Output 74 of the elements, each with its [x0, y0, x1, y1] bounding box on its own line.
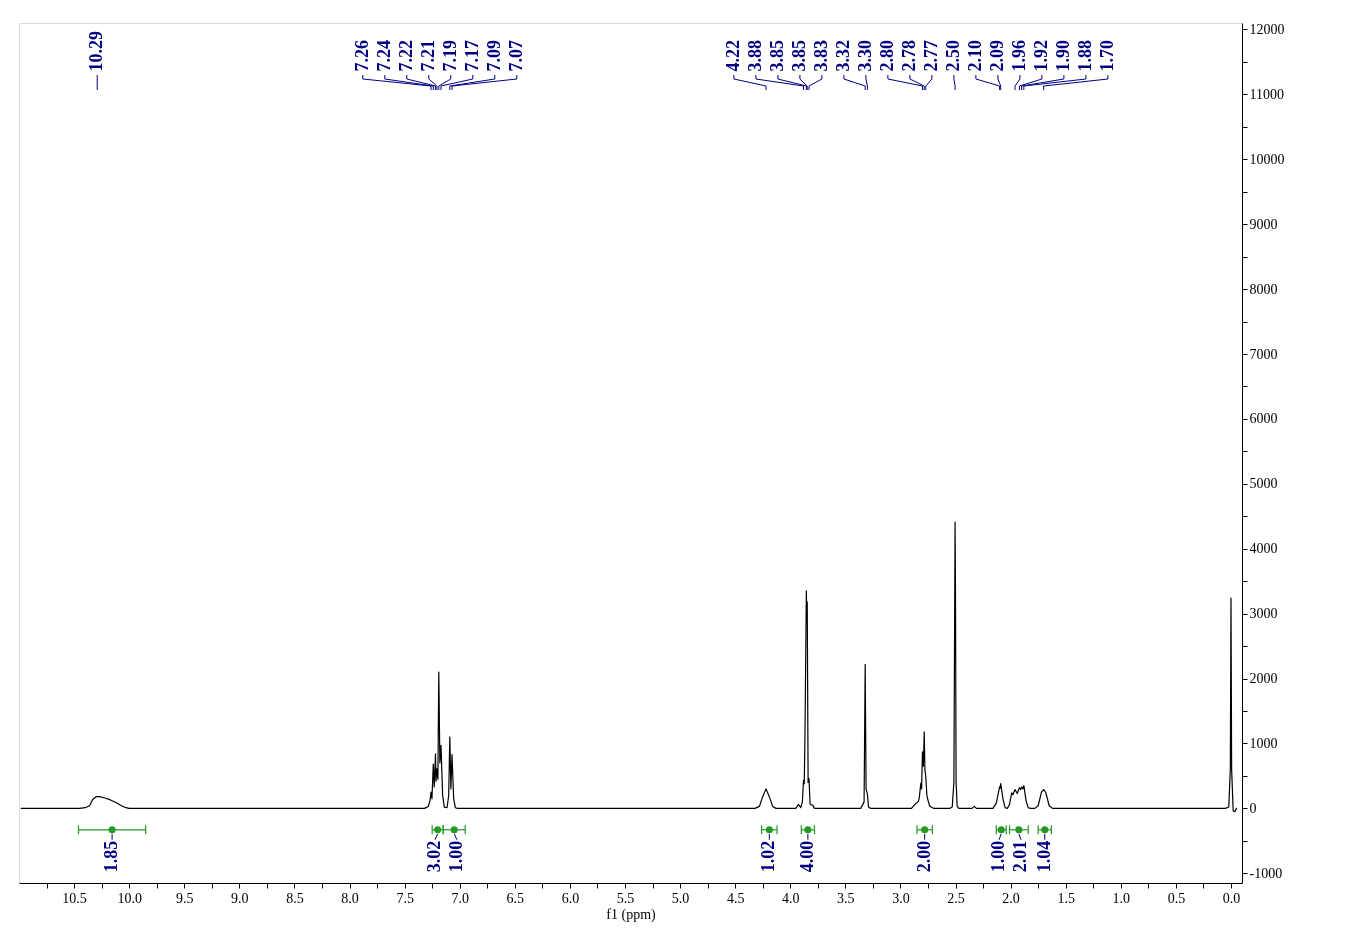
y-tick-label: 3000 — [1249, 606, 1278, 622]
y-tick-label: 2000 — [1249, 671, 1278, 687]
annotation: 2.01 — [1010, 840, 1031, 873]
annotation: 2.00 — [913, 840, 934, 873]
x-tick-label: 8.5 — [286, 890, 304, 906]
x-tick-label: 4.5 — [726, 890, 745, 906]
annotation: 4.00 — [796, 840, 817, 873]
x-tick-label: 7.5 — [396, 890, 414, 906]
annotation: 2.10 — [964, 40, 985, 72]
annotation: 3.88 — [744, 40, 765, 72]
annotation: 7.26 — [351, 40, 372, 72]
x-tick-label: 6.0 — [561, 890, 580, 906]
x-tick-label: 0.0 — [1222, 890, 1241, 906]
annotation: 7.07 — [505, 40, 526, 72]
y-tick-label: 12000 — [1249, 21, 1285, 37]
annotation: 2.77 — [920, 40, 941, 72]
annotation: 2.09 — [986, 40, 1007, 72]
x-tick-label: 10.5 — [62, 890, 87, 906]
y-tick-label: 6000 — [1249, 411, 1278, 427]
annotation: 3.85 — [788, 40, 809, 72]
annotation: 2.80 — [876, 40, 897, 72]
x-tick-label: 3.5 — [837, 890, 855, 906]
annotation: 2.50 — [942, 40, 963, 72]
x-tick-label: 2.0 — [1002, 890, 1020, 906]
y-tick-label: -1000 — [1249, 865, 1283, 881]
annotation: 10.29 — [86, 31, 107, 72]
annotation: 1.90 — [1052, 40, 1073, 72]
annotation: 1.02 — [758, 840, 779, 873]
annotation: 7.21 — [417, 40, 438, 72]
y-tick-label: 0 — [1249, 800, 1257, 816]
y-tick-label: 5000 — [1249, 476, 1278, 492]
x-tick-label: 5.5 — [616, 890, 635, 906]
annotation: 2.78 — [898, 40, 919, 72]
x-axis-title: f1 (ppm) — [606, 906, 657, 923]
annotation: 1.88 — [1074, 40, 1095, 72]
line-series — [20, 521, 1238, 813]
annotation: 1.00 — [988, 840, 1009, 873]
y-tick-label: 9000 — [1249, 216, 1278, 232]
annotation: 7.19 — [439, 40, 460, 72]
y-tick-label: 11000 — [1249, 86, 1284, 102]
x-tick-label: 9.5 — [176, 890, 194, 906]
annotation: 1.00 — [445, 840, 466, 873]
annotation: 1.70 — [1096, 40, 1117, 72]
x-tick-label: 7.0 — [451, 890, 469, 906]
annotation: 7.24 — [373, 40, 394, 72]
x-tick-label: 1.0 — [1112, 890, 1131, 906]
annotation: 1.92 — [1030, 40, 1051, 72]
y-tick-label: 10000 — [1249, 151, 1285, 167]
y-tick-label: 7000 — [1249, 346, 1278, 362]
x-tick-label: 3.0 — [892, 890, 910, 906]
annotation: 1.85 — [101, 840, 122, 873]
annotation: 7.09 — [483, 40, 504, 72]
x-tick-label: 10.0 — [117, 890, 142, 906]
annotation: 3.32 — [832, 40, 853, 72]
y-tick-label: 1000 — [1249, 735, 1278, 751]
x-tick-label: 4.0 — [782, 890, 800, 906]
x-tick-label: 6.5 — [506, 890, 525, 906]
x-tick-label: 0.5 — [1167, 890, 1186, 906]
annotation: 3.83 — [810, 40, 831, 72]
x-tick-label: 9.0 — [231, 890, 249, 906]
annotation: 3.85 — [766, 40, 787, 72]
x-tick-label: 8.0 — [341, 890, 359, 906]
x-tick-label: 1.5 — [1057, 890, 1075, 906]
annotation: 3.30 — [854, 40, 875, 72]
annotation: 4.22 — [722, 40, 743, 72]
x-tick-label: 2.5 — [947, 890, 965, 906]
y-tick-label: 8000 — [1249, 281, 1278, 297]
annotation: 7.17 — [461, 40, 482, 72]
annotation: 1.04 — [1033, 840, 1054, 873]
annotation: 3.02 — [423, 840, 444, 873]
annotation: 1.96 — [1008, 40, 1029, 72]
x-tick-label: 5.0 — [671, 890, 690, 906]
y-tick-label: 4000 — [1249, 541, 1278, 557]
annotation: 7.22 — [395, 40, 416, 72]
